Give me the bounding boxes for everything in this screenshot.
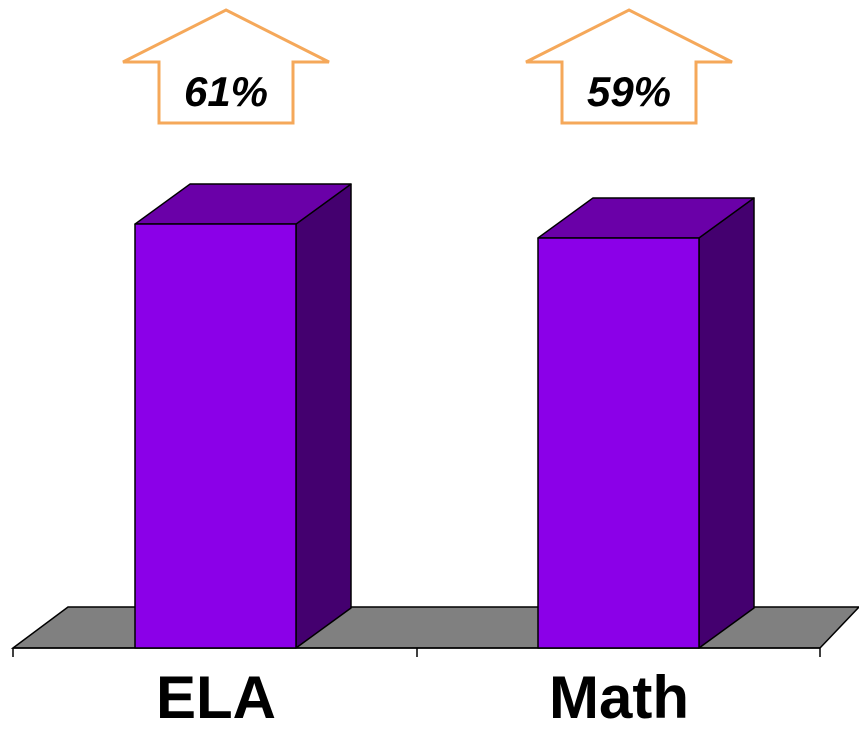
bars-group bbox=[134, 183, 755, 649]
bar-side-math bbox=[698, 197, 755, 649]
value-label-ela: 61% bbox=[184, 68, 268, 115]
category-label-math: Math bbox=[549, 664, 689, 731]
value-label-math: 59% bbox=[587, 68, 671, 115]
bar-side-ela bbox=[295, 183, 352, 649]
bar-math bbox=[537, 197, 755, 649]
up-arrow-outline-icon bbox=[122, 8, 330, 125]
x-axis bbox=[12, 647, 821, 657]
bar-front-ela bbox=[134, 223, 297, 649]
bar-front-math bbox=[537, 237, 700, 649]
category-label-ela: ELA bbox=[156, 664, 276, 731]
value-callouts-group: 61% 59% bbox=[122, 8, 733, 125]
bar-ela bbox=[134, 183, 352, 649]
value-callout-ela: 61% bbox=[122, 8, 330, 125]
up-arrow-outline-icon bbox=[525, 8, 733, 125]
value-callout-math: 59% bbox=[525, 8, 733, 125]
